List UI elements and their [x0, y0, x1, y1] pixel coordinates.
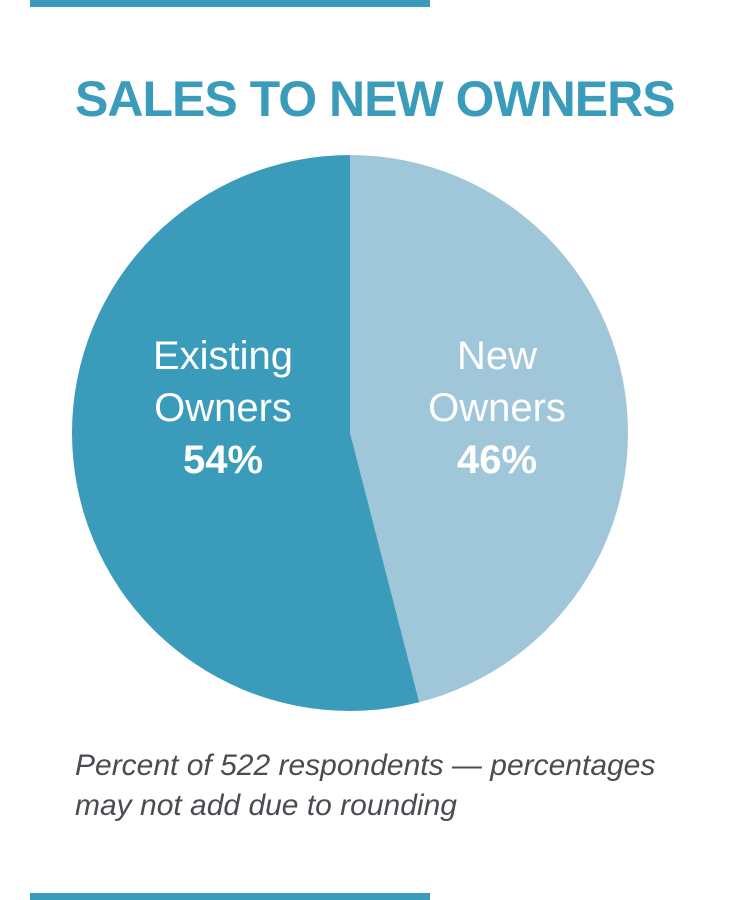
slice-label-line: Existing: [152, 334, 294, 378]
slice-label-line: Owners: [154, 386, 292, 430]
slice-percent-existing: 54%: [182, 438, 264, 482]
slice-label-line: New: [456, 334, 538, 378]
footnote-line-2: may not add due to rounding: [75, 789, 457, 822]
top-decorative-rule: [30, 0, 430, 7]
slice-label-existing-owners: Existing Owners 54%: [73, 330, 373, 486]
pie-chart: [72, 155, 628, 711]
slice-label-line: Owners: [428, 386, 566, 430]
slice-percent-new: 46%: [456, 438, 538, 482]
chart-footnote: Percent of 522 respondents — percentages…: [75, 746, 715, 826]
page-title: SALES TO NEW OWNERS: [75, 71, 676, 127]
slice-label-new-owners: New Owners 46%: [347, 330, 647, 486]
footnote-line-1: Percent of 522 respondents — percentages: [75, 749, 656, 782]
bottom-decorative-rule: [30, 893, 430, 900]
